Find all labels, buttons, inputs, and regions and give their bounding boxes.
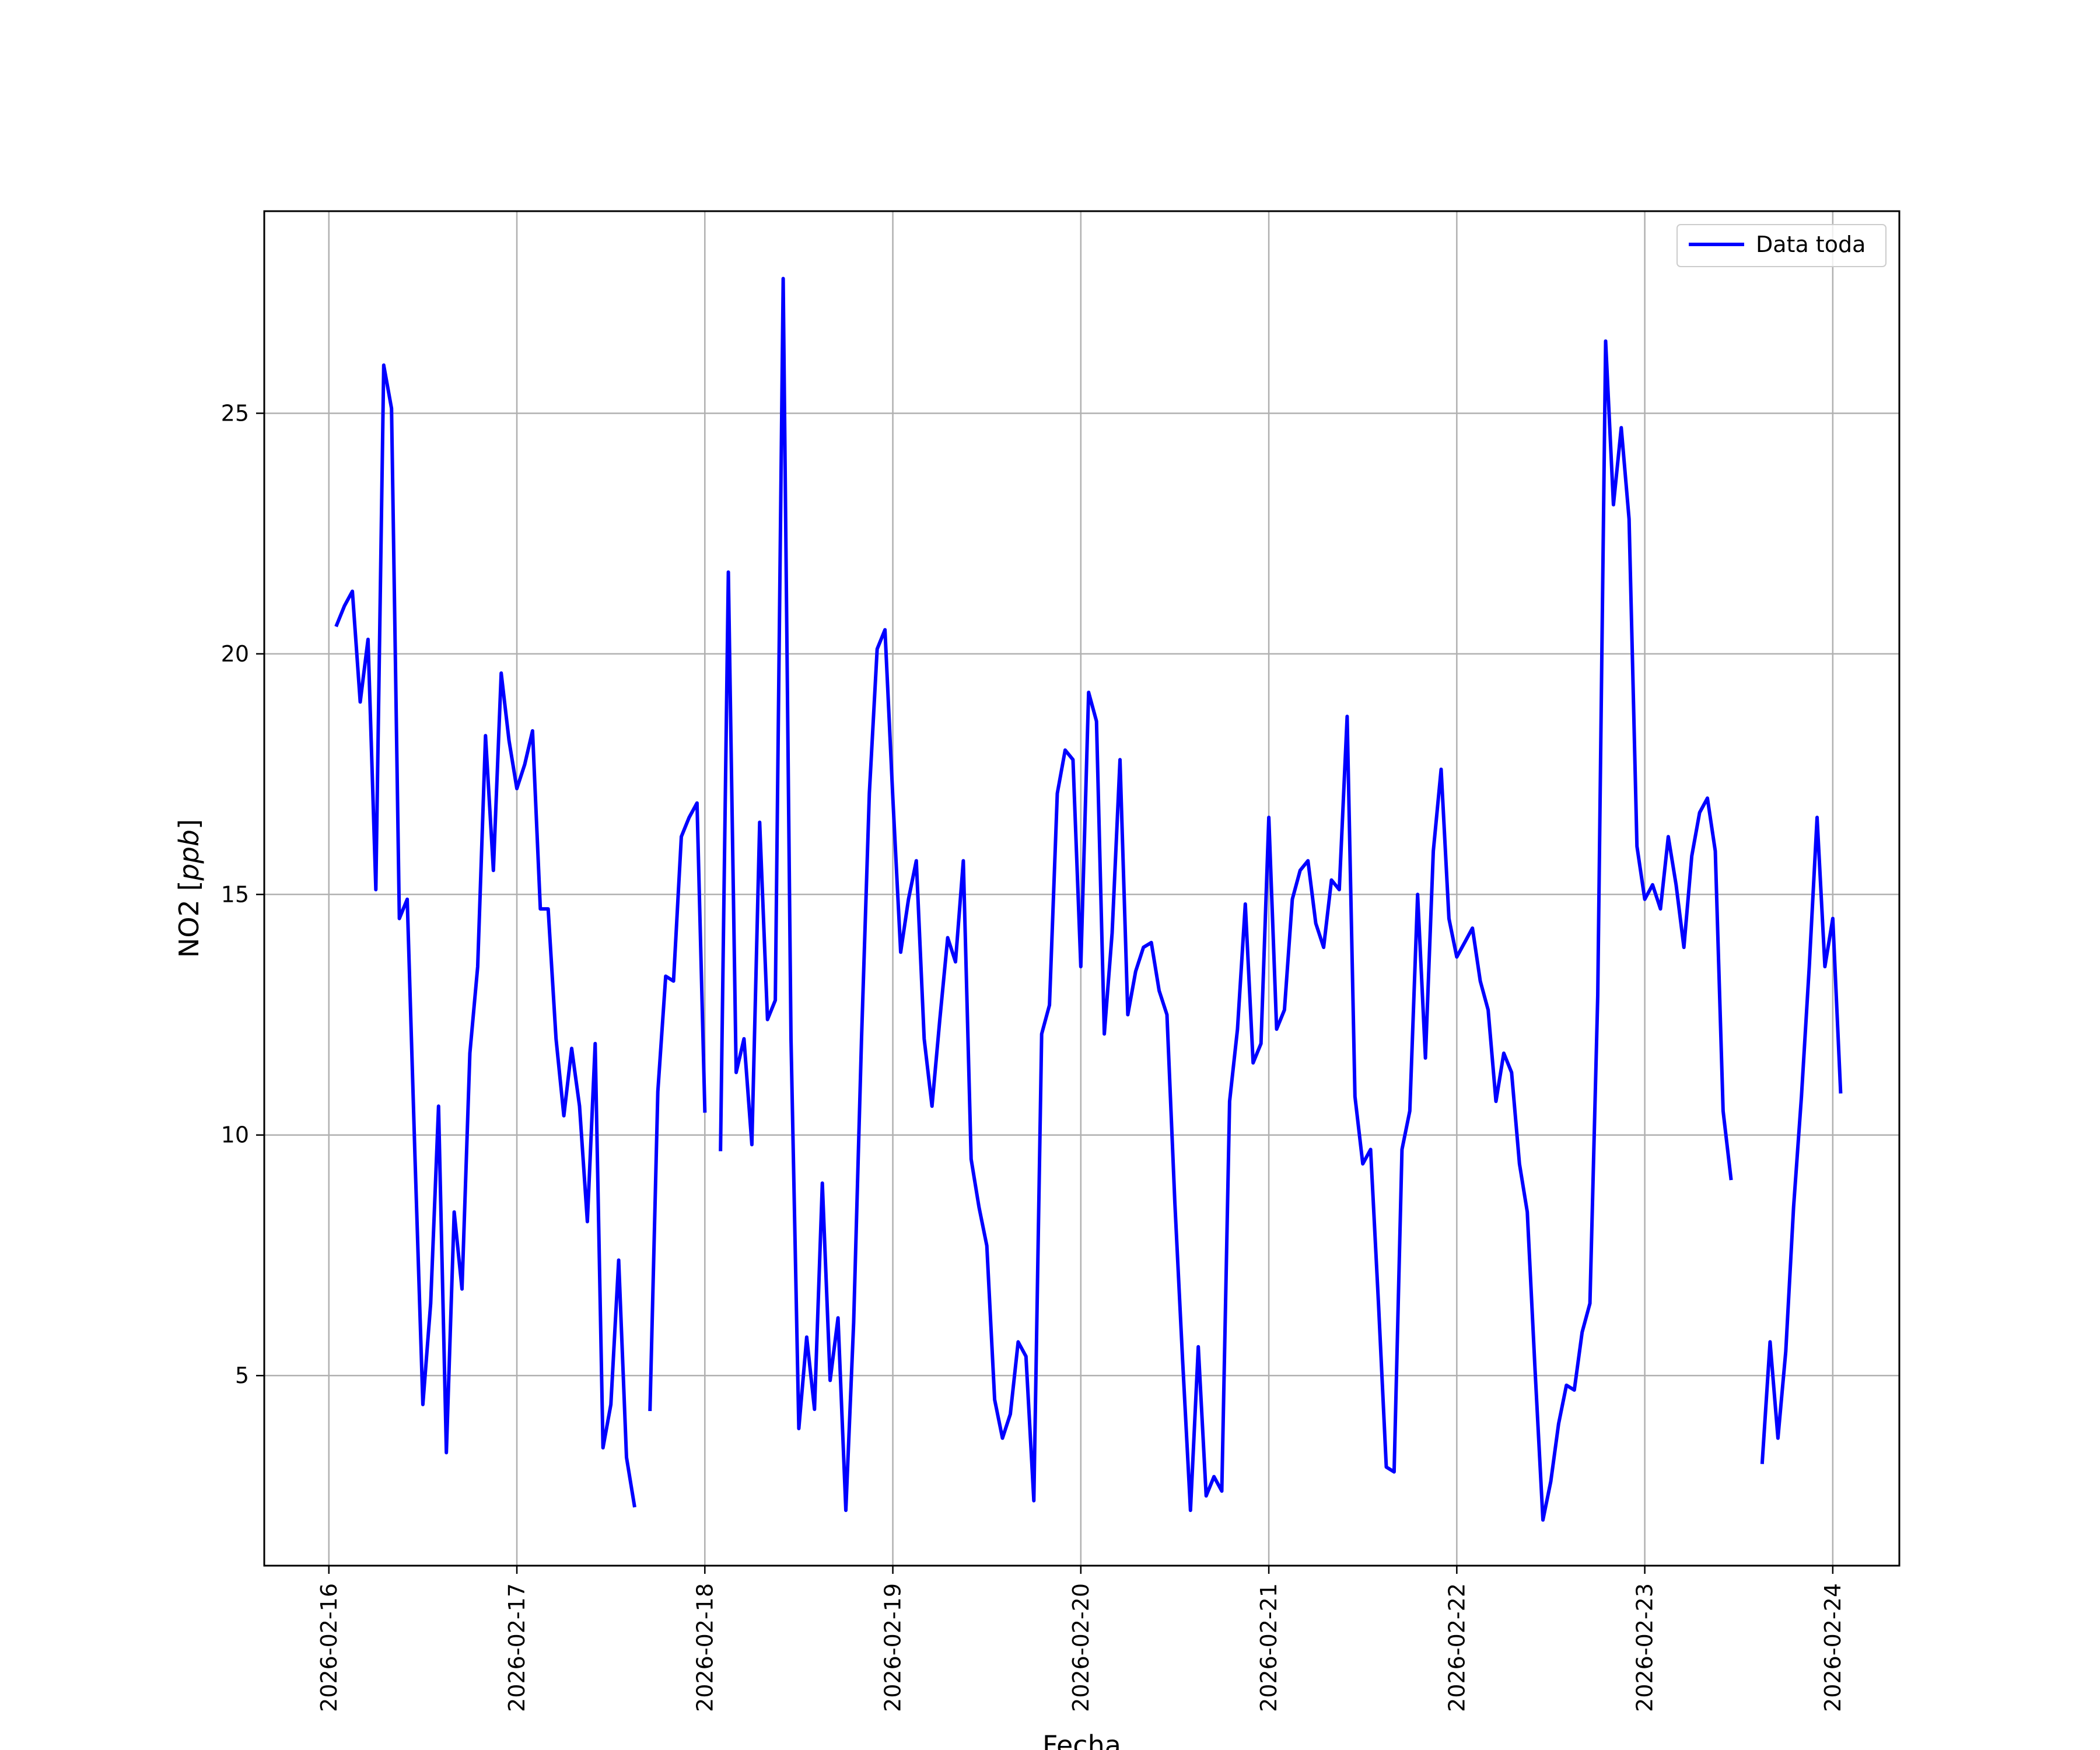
x-axis-label: Fecha [1042,1730,1121,1750]
series-layer [334,276,1843,1522]
x-tick-label: 2026-02-22 [1444,1583,1469,1712]
x-tick-label: 2026-02-18 [692,1583,718,1712]
y-tick-label: 15 [221,881,249,907]
x-tick-label: 2026-02-16 [316,1583,342,1712]
y-tick-label: 5 [235,1363,249,1388]
legend-label-data-toda: Data toda [1756,232,1866,257]
legend-box [1676,224,1887,267]
y-tick-label: 10 [221,1122,249,1148]
x-tick-label: 2026-02-23 [1632,1583,1658,1712]
y-axis-label-base: NO2 [ [173,881,205,958]
y-axis-label: NO2 [ppb] [173,819,205,958]
x-tick-label: 2026-02-20 [1068,1583,1094,1712]
legend: Data toda [1676,224,1887,267]
x-tick-label: 2026-02-19 [880,1583,906,1712]
y-axis-label-unit: ppb [173,830,205,881]
y-axis: 5 10 15 20 25 [221,400,264,1388]
x-tick-label: 2026-02-24 [1820,1583,1846,1712]
plot-frame [263,210,1901,1567]
y-tick-label: 20 [221,641,249,667]
y-tick-label: 25 [221,400,249,426]
x-tick-label: 2026-02-21 [1256,1583,1282,1712]
y-axis-label-close: ] [173,819,205,830]
series-line-data-toda [334,276,1843,1522]
x-tick-label: 2026-02-17 [504,1583,530,1712]
x-axis: 2026-02-16 2026-02-17 2026-02-18 2026-02-19… [316,1566,1846,1712]
